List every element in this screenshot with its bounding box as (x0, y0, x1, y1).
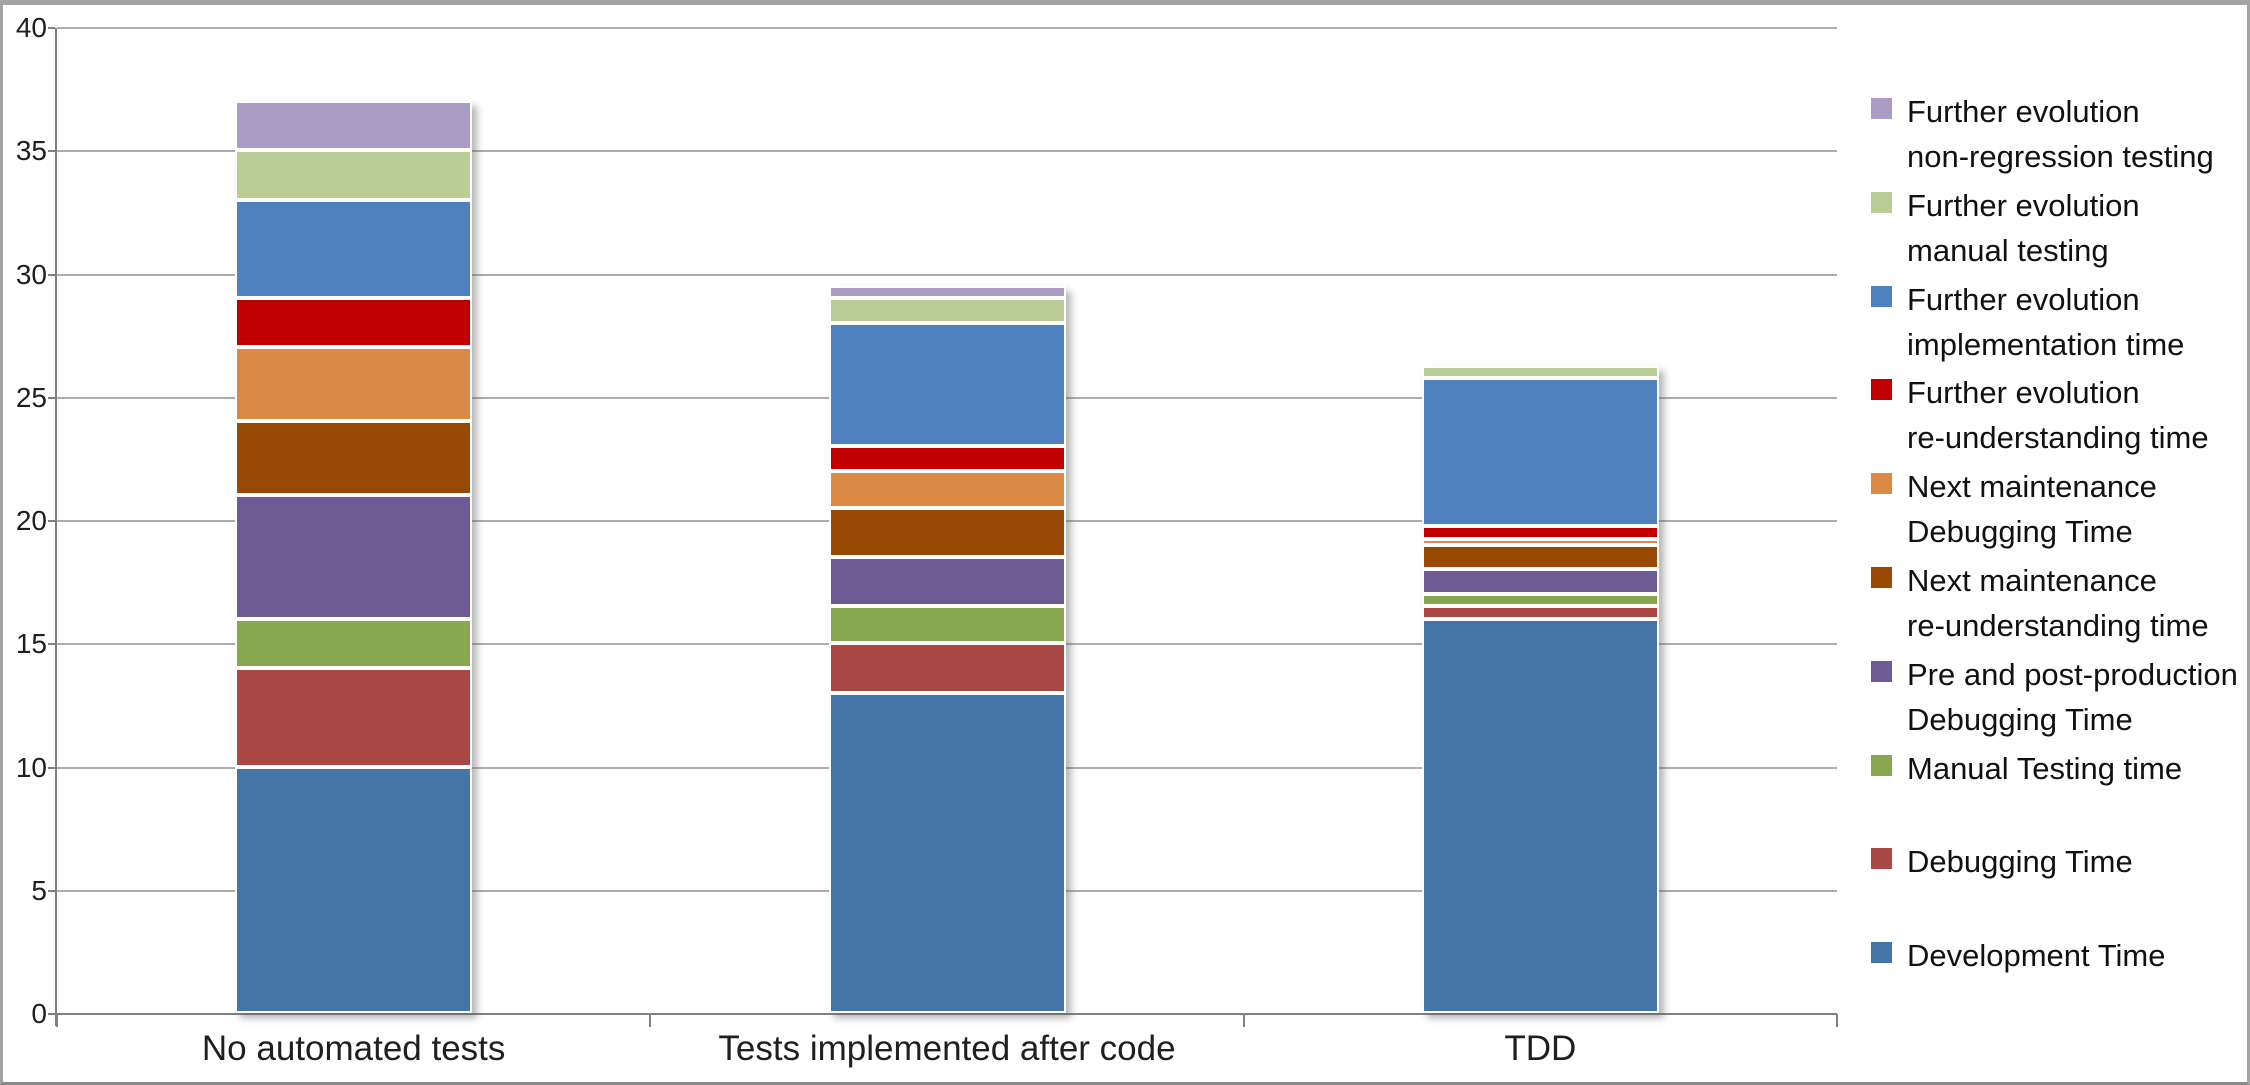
bar-2 (1421, 365, 1659, 1013)
bar-1-segment-3 (828, 557, 1066, 607)
legend-label-4: Next maintenance Debugging Time (1907, 469, 2157, 549)
y-tick-20 (48, 520, 55, 522)
x-boundary-tick-2 (1242, 1014, 1245, 1027)
y-tick-35 (48, 150, 55, 153)
legend-swatch-1 (1871, 192, 1892, 213)
y-axis-label-10: 10 (15, 751, 47, 783)
y-axis-label-40: 40 (15, 12, 47, 43)
bar-0-segment-9 (235, 101, 473, 151)
x-axis-labels: No automated tests Tests implemented afte… (57, 1029, 1837, 1079)
bar-1-segment-7 (828, 322, 1066, 447)
legend-swatch-8 (1871, 848, 1892, 869)
y-axis-line (55, 28, 57, 1026)
bar-2-segment-2 (1421, 593, 1659, 607)
bar-0-segment-4 (235, 421, 473, 496)
bar-0-segment-8 (235, 150, 473, 200)
y-tick-25 (48, 396, 55, 399)
y-axis-label-25: 25 (15, 381, 47, 413)
bar-2-segment-0 (1421, 618, 1659, 1013)
y-axis-labels: 0 5 10 15 20 25 30 35 40 (3, 13, 47, 1029)
bar-0-segment-1 (235, 667, 473, 767)
y-tick-5 (48, 889, 55, 892)
bar-0 (235, 100, 473, 1013)
x-axis-label-0: No automated tests (201, 1029, 506, 1068)
gridline-y35 (57, 150, 1837, 153)
bar-1-segment-1 (828, 643, 1066, 693)
legend-swatch-2 (1871, 286, 1892, 307)
legend-label-1: Further evolution manual testing (1907, 188, 2140, 268)
y-axis-label-30: 30 (15, 258, 47, 290)
bar-2-segment-7 (1421, 378, 1659, 527)
bar-0-segment-2 (235, 618, 473, 668)
y-tick-0 (48, 1013, 55, 1015)
bar-0-segment-5 (235, 347, 473, 422)
bar-0-segment-0 (235, 766, 473, 1013)
bar-0-segment-7 (235, 199, 473, 299)
x-boundary-tick-1 (649, 1014, 652, 1027)
legend-label-5: Next maintenance re-understanding time (1907, 563, 2209, 643)
bar-0-segment-3 (235, 495, 473, 619)
bar-1-segment-5 (828, 470, 1066, 508)
legend-swatch-6 (1871, 661, 1892, 682)
x-axis-label-2: TDD (1504, 1029, 1577, 1068)
legend-label-3: Further evolution re-understanding time (1907, 375, 2209, 455)
bar-2-segment-4 (1421, 544, 1659, 570)
bar-2-segment-1 (1421, 606, 1659, 619)
legend-label-6: Pre and post-production Debugging Time (1907, 657, 2238, 737)
bar-1 (828, 285, 1066, 1013)
legend-swatch-9 (1871, 942, 1892, 963)
y-axis-label-5: 5 (31, 874, 47, 906)
legend-label-8: Debugging Time (1907, 844, 2133, 879)
bar-1-segment-9 (828, 285, 1066, 299)
gridline-y30 (57, 273, 1837, 276)
bar-1-segment-6 (828, 446, 1066, 471)
legend-label-7: Manual Testing time (1907, 751, 2183, 786)
y-axis-label-35: 35 (15, 135, 47, 167)
bar-2-segment-3 (1421, 569, 1659, 594)
legend-label-2: Further evolution implementation time (1907, 282, 2185, 362)
legend-label-9: Development Time (1907, 938, 2166, 973)
bar-1-segment-4 (828, 507, 1066, 557)
legend-swatch-7 (1871, 755, 1892, 776)
legend-swatch-3 (1871, 379, 1892, 400)
bar-2-segment-6 (1421, 526, 1659, 539)
y-tick-10 (48, 766, 55, 769)
plot-area (48, 27, 1838, 1027)
y-tick-30 (48, 273, 55, 276)
x-axis-label-1: Tests implemented after code (718, 1029, 1176, 1068)
x-axis-line (57, 1013, 1837, 1015)
bar-2-segment-8 (1421, 366, 1659, 379)
y-tick-40 (48, 27, 55, 29)
y-axis-label-0: 0 (31, 998, 47, 1029)
y-tick-15 (48, 643, 55, 646)
legend-swatch-4 (1871, 473, 1892, 494)
legend-label-0: Further evolution non-regression testing (1907, 94, 2214, 174)
bar-1-segment-0 (828, 692, 1066, 1013)
y-axis-label-20: 20 (15, 505, 47, 536)
bar-1-segment-2 (828, 606, 1066, 644)
legend-swatch-0 (1871, 98, 1892, 119)
bar-1-segment-8 (828, 298, 1066, 323)
x-boundary-tick-3 (1836, 1014, 1838, 1027)
legend-swatch-5 (1871, 567, 1892, 588)
bar-2-segment-5 (1421, 538, 1659, 545)
x-boundary-tick-0 (56, 1014, 58, 1027)
bar-0-segment-6 (235, 298, 473, 348)
y-axis-label-15: 15 (15, 628, 47, 660)
gridline-y40 (57, 27, 1837, 29)
